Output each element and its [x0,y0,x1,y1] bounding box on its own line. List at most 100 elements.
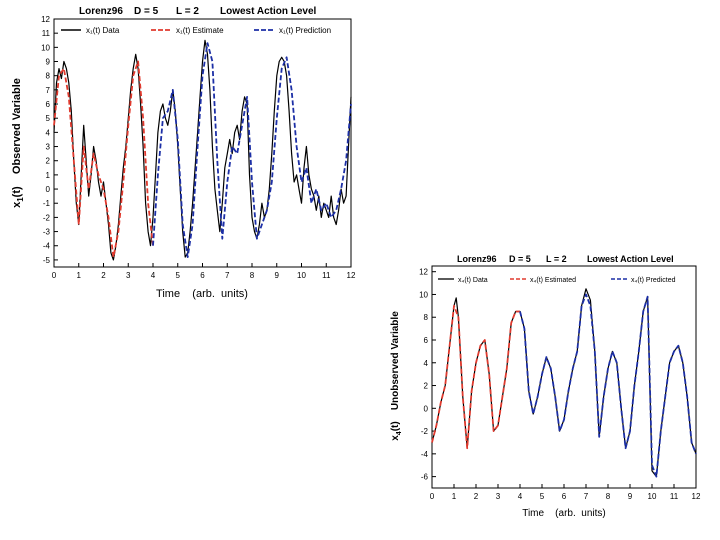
x-tick-label: 1 [452,492,457,501]
x-tick-label: 3 [126,271,131,280]
title-model: Lorenz96 [457,254,497,264]
x-tick-label: 5 [176,271,181,280]
x-tick-label: 9 [275,271,280,280]
y-tick-label: 0 [424,404,429,413]
series-line-estimate [53,60,154,259]
title-level: Lowest Action Level [220,6,317,17]
x-tick-label: 7 [225,271,230,280]
series-lines [431,288,697,478]
series-lines [53,39,352,261]
legend: x₄(t) Data x₄(t) Estimated x₄(t) Predict… [438,277,676,284]
y-tick-label: -5 [43,256,51,265]
x-tick-label: 0 [430,492,435,501]
y-tick-label: -2 [43,213,51,222]
series-line-data [431,288,697,478]
legend-label-predicted: x₄(t) Predicted [631,277,676,284]
y-axis-label-subscript: 4 [396,431,403,435]
series-line-prediction [152,42,352,259]
y-tick-label: 5 [46,114,51,123]
chart-observed: Lorenz96 D = 5 L = 2 Lowest Action Level… [11,6,356,300]
title-lag: L = 2 [176,6,199,17]
y-tick-label: -2 [421,427,429,436]
legend: x₁(t) Data x₁(t) Estimate x₁(t) Predicti… [61,26,331,35]
y-axis-label: x4(t) Unobserved Variable [390,311,403,441]
legend-label-prediction: x₁(t) Prediction [279,26,331,35]
y-tick-label: 9 [46,58,51,67]
legend-label-data: x₄(t) Data [458,277,488,284]
y-tick-label: 8 [424,313,429,322]
y-tick-label: 7 [46,86,51,95]
y-tick-label: 11 [42,29,51,38]
plot-frame [431,265,697,489]
y-axis-label-symbol: x [390,435,401,441]
x-tick-label: 6 [200,271,205,280]
y-tick-label: 4 [424,359,429,368]
x-tick-label: 9 [628,492,633,501]
y-tick-label: 4 [46,128,51,137]
x-tick-label: 0 [52,271,57,280]
y-tick-label: 10 [419,290,428,299]
x-tick-label: 2 [474,492,479,501]
x-tick-label: 1 [77,271,82,280]
x-tick-label: 4 [518,492,523,501]
title-level: Lowest Action Level [587,254,674,264]
series-line-estimate [431,304,520,450]
x-tick-label: 10 [648,492,657,501]
y-tick-label: 0 [46,185,51,194]
x-tick-label: 3 [496,492,501,501]
y-tick-label: -3 [43,228,51,237]
x-axis-label: Time (arb. units) [522,508,606,519]
x-tick-label: 12 [692,492,701,501]
y-axis-label-subscript: 1 [16,197,25,202]
x-tick-label: 8 [606,492,611,501]
chart-unobserved: Lorenz96 D = 5 L = 2 Lowest Action Level… [390,254,701,519]
x-tick-labels: 0 1 2 3 4 5 6 7 8 9 10 11 12 [52,263,356,280]
x-tick-label: 11 [322,271,331,280]
y-tick-label: 12 [41,15,50,24]
x-tick-label: 8 [250,271,255,280]
y-tick-label: -1 [43,199,51,208]
y-tick-label: 3 [46,143,51,152]
title-dimension: D = 5 [134,6,159,17]
y-tick-label: 2 [424,382,429,391]
y-axis-label: x1(t) Observed Variable [11,78,25,208]
y-tick-label: -4 [43,242,51,251]
y-tick-label: -4 [421,450,429,459]
x-tick-label: 12 [347,271,356,280]
x-tick-label: 4 [151,271,156,280]
x-tick-label: 5 [540,492,545,501]
x-tick-labels: 0 1 2 3 4 5 6 7 8 9 10 11 12 [430,484,701,501]
x-tick-label: 10 [297,271,306,280]
y-tick-label: 10 [41,43,50,52]
legend-label-data: x₁(t) Data [86,26,120,35]
title-lag: L = 2 [546,254,567,264]
y-tick-label: -6 [421,473,429,482]
y-tick-label: 1 [46,171,51,180]
x-tick-label: 11 [670,492,679,501]
chart-unobserved-panel: Lorenz96 D = 5 L = 2 Lowest Action Level… [380,250,710,530]
x-axis-label: Time (arb. units) [156,288,248,300]
legend-label-estimated: x₄(t) Estimated [530,277,576,284]
y-tick-label: 6 [424,336,429,345]
title-dimension: D = 5 [509,254,531,264]
y-axis-label-text: (t) Observed Variable [11,78,23,197]
chart-title: Lorenz96 D = 5 L = 2 Lowest Action Level [457,254,674,264]
legend-label-estimate: x₁(t) Estimate [176,26,224,35]
series-line-prediction [519,293,697,478]
y-axis-label-text: (t) Unobserved Variable [390,311,401,431]
series-line-data [53,39,352,261]
y-tick-label: 6 [46,100,51,109]
chart-title: Lorenz96 D = 5 L = 2 Lowest Action Level [79,6,317,17]
plot-frame [53,18,352,268]
y-tick-label: 8 [46,72,51,81]
chart-observed-panel: Lorenz96 D = 5 L = 2 Lowest Action Level… [0,0,370,310]
y-tick-labels: -6 -4 -2 0 2 4 6 8 10 12 [419,268,436,482]
y-tick-label: 2 [46,157,51,166]
title-model: Lorenz96 [79,6,123,17]
x-tick-label: 7 [584,492,589,501]
x-tick-label: 6 [562,492,567,501]
x-tick-label: 2 [101,271,106,280]
y-axis-label-symbol: x [11,201,23,208]
y-tick-label: 12 [419,268,428,277]
